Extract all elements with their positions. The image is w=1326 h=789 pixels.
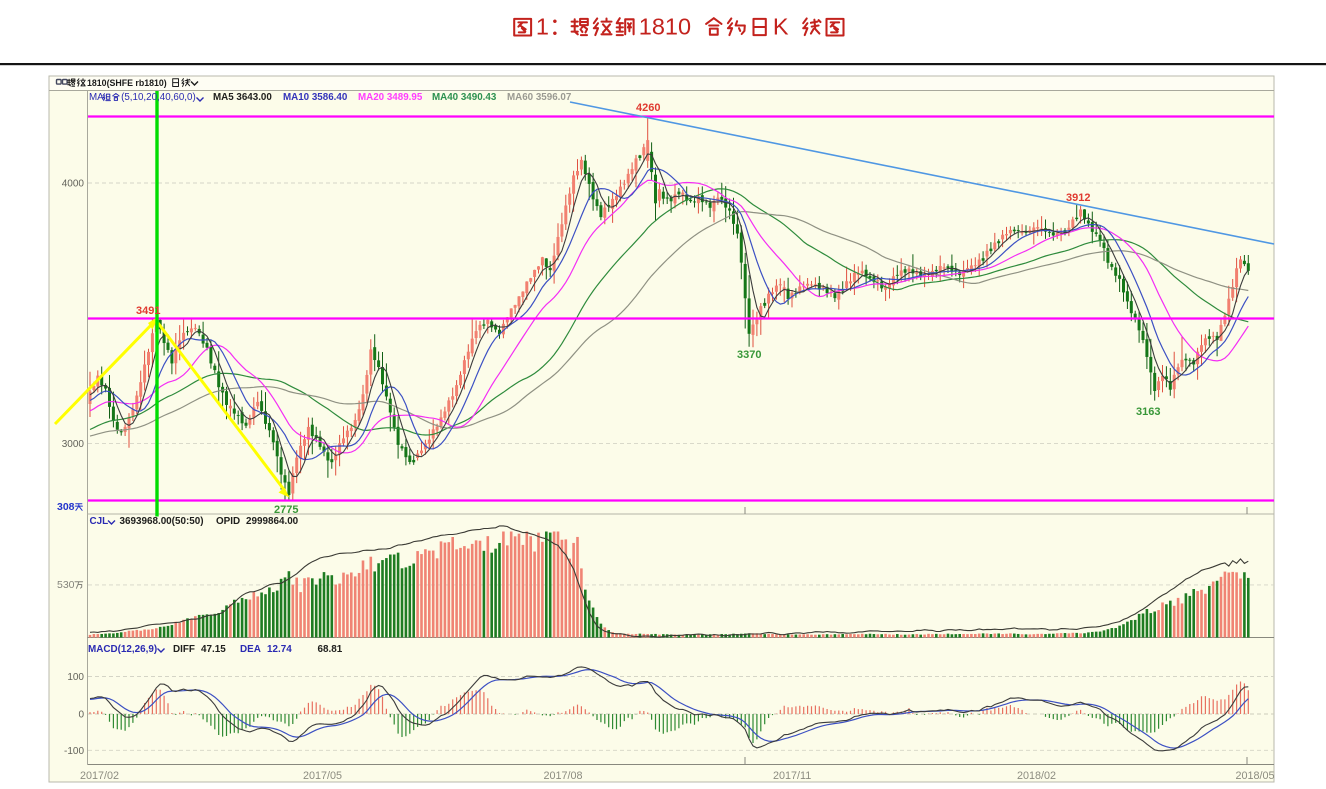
svg-text:12.74: 12.74	[267, 644, 292, 655]
svg-text:2017/02: 2017/02	[80, 770, 119, 782]
svg-text:MA20 3489.95: MA20 3489.95	[358, 92, 423, 103]
svg-text:DIFF: DIFF	[173, 644, 195, 655]
svg-text:100: 100	[67, 672, 84, 683]
svg-text:3000: 3000	[62, 439, 85, 450]
svg-text:2017/11: 2017/11	[773, 770, 811, 782]
svg-text:1：: 1：	[536, 13, 573, 39]
svg-text:4000: 4000	[62, 179, 85, 190]
svg-text:2017/08: 2017/08	[544, 770, 583, 782]
svg-text:MACD(12,26,9): MACD(12,26,9)	[88, 644, 157, 655]
svg-text:3912: 3912	[1066, 192, 1090, 204]
svg-text:MA60 3596.07: MA60 3596.07	[507, 92, 572, 103]
svg-text:OPID: OPID	[216, 516, 240, 527]
svg-text:K: K	[773, 13, 789, 39]
svg-text:1810: 1810	[639, 13, 691, 39]
svg-text:3370: 3370	[737, 349, 761, 361]
svg-text:CJL: CJL	[90, 516, 109, 527]
svg-text:DEA: DEA	[240, 644, 261, 655]
svg-text:68.81: 68.81	[318, 644, 343, 655]
svg-text:3693968.00(50:50): 3693968.00(50:50)	[120, 516, 204, 527]
svg-text:3163: 3163	[1136, 406, 1160, 418]
svg-text:2775: 2775	[274, 504, 298, 516]
svg-text:MA40 3490.43: MA40 3490.43	[432, 92, 497, 103]
svg-text:(5,10,20,40,60,0): (5,10,20,40,60,0)	[121, 92, 196, 103]
svg-text:47.15: 47.15	[201, 644, 226, 655]
svg-text:3491: 3491	[136, 305, 160, 317]
svg-text:-100: -100	[64, 746, 84, 757]
svg-text:4260: 4260	[636, 102, 660, 114]
svg-text:2018/02: 2018/02	[1017, 770, 1056, 782]
svg-text:2018/05: 2018/05	[1236, 770, 1275, 782]
svg-text:530: 530	[57, 579, 75, 591]
svg-text:MA: MA	[89, 92, 104, 103]
svg-text:2999864.00: 2999864.00	[246, 516, 299, 527]
svg-text:308: 308	[57, 501, 75, 513]
svg-text:0: 0	[78, 710, 84, 721]
svg-text:MA5 3643.00: MA5 3643.00	[213, 92, 272, 103]
svg-text:MA10 3586.40: MA10 3586.40	[283, 92, 348, 103]
svg-text:1810(SHFE rb1810): 1810(SHFE rb1810)	[87, 78, 167, 88]
svg-text:2017/05: 2017/05	[303, 770, 342, 782]
